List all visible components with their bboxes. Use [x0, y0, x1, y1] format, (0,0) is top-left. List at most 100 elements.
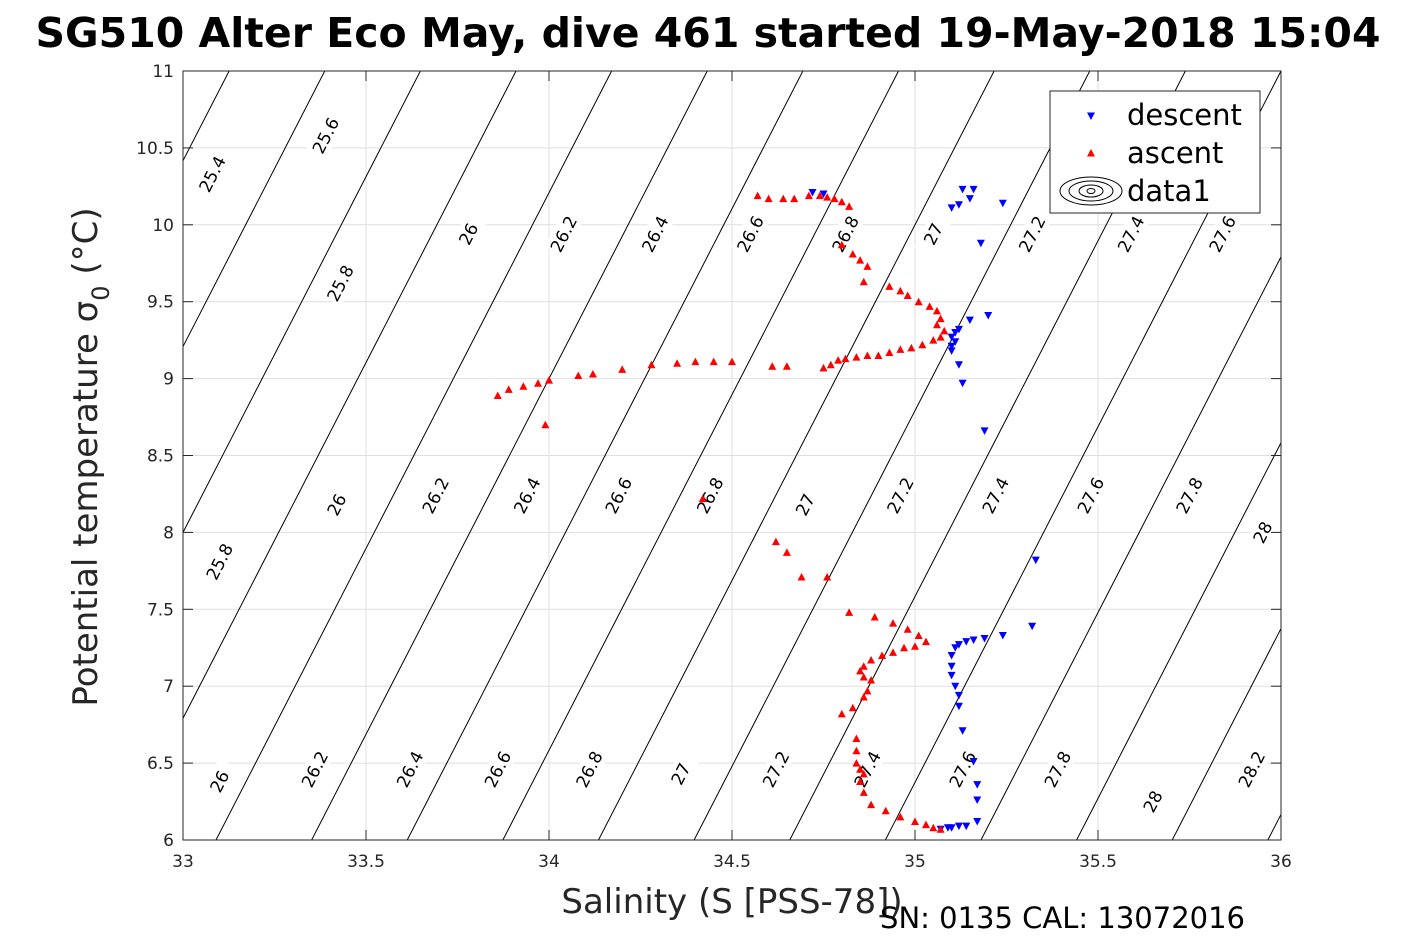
legend-entry-data1: data1	[1127, 174, 1211, 208]
ascent-marker	[936, 825, 945, 833]
descent-marker	[947, 333, 956, 342]
contour-label-background	[200, 758, 239, 805]
contour-label-background	[731, 211, 770, 257]
x-tick-label: 34.5	[713, 852, 751, 872]
legend: descent ascent data1	[1049, 90, 1261, 214]
density-contour-line	[406, 71, 804, 840]
ascent-marker	[837, 240, 846, 249]
ascent-marker	[911, 817, 919, 826]
ascent-marker	[574, 371, 583, 380]
ascent-marker	[852, 759, 861, 767]
ascent-marker	[852, 353, 861, 361]
ascent-marker	[782, 548, 791, 556]
y-axis-label-unit: (°C)	[66, 207, 106, 285]
y-tick-label: 8	[163, 523, 174, 543]
density-contour-line	[597, 71, 995, 840]
y-tick-label: 8.5	[147, 447, 174, 467]
ascent-marker	[845, 608, 854, 616]
ascent-marker	[885, 348, 894, 356]
ascent-marker	[519, 382, 528, 390]
y-axis-label-subscript: 0	[87, 285, 115, 300]
ascent-marker	[764, 194, 773, 203]
ascent-marker	[852, 746, 861, 755]
ascent-marker	[921, 637, 930, 646]
contour-label-background	[786, 481, 825, 528]
contour-label-background	[295, 746, 334, 793]
ascent-marker	[647, 360, 656, 369]
ascent-marker	[709, 357, 718, 366]
y-tick-label: 10.5	[136, 139, 174, 159]
descent-marker	[947, 662, 956, 671]
ascent-marker	[859, 769, 868, 778]
legend-box	[1049, 90, 1261, 214]
ascent-marker	[826, 360, 835, 369]
ascent-marker	[859, 672, 868, 681]
x-tick-label: 34	[538, 852, 560, 872]
ascent-marker	[856, 765, 865, 773]
density-contour-line	[311, 71, 708, 840]
ascent-marker	[728, 357, 736, 366]
descent-marker	[1028, 622, 1037, 631]
descent-marker	[954, 361, 963, 369]
contour-label-background	[636, 211, 675, 257]
legend-contour-icon	[1086, 188, 1096, 194]
ascent-marker	[878, 651, 887, 659]
ascent-marker	[859, 788, 868, 796]
ascent-marker	[867, 800, 876, 809]
density-contour-line	[215, 71, 613, 840]
contour-label-background	[914, 211, 953, 257]
ascent-marker	[588, 369, 597, 378]
ascent-marker	[863, 686, 872, 695]
descent-marker	[969, 636, 978, 645]
y-tick-label: 9	[163, 370, 174, 390]
contour-label-background	[306, 112, 345, 159]
legend-contour-icon	[1068, 180, 1114, 202]
ascent-marker	[534, 379, 543, 387]
ascent-marker	[918, 340, 927, 349]
ascent-marker	[867, 656, 876, 664]
density-contour-line	[693, 71, 1091, 840]
ascent-marker	[504, 385, 513, 393]
x-axis-label: Salinity (S [PSS-78])	[561, 882, 902, 922]
contour-label-background	[1013, 211, 1052, 257]
descent-marker	[943, 824, 952, 832]
contour-label-background	[416, 472, 455, 519]
density-contour-line	[183, 71, 517, 720]
descent-marker	[969, 758, 978, 766]
ascent-marker	[896, 345, 905, 353]
descent-marker	[998, 631, 1007, 640]
ascent-marker	[859, 662, 868, 670]
ascent-marker	[863, 262, 872, 270]
ascent-marker	[845, 202, 854, 210]
ascent-marker	[823, 193, 832, 201]
ascent-marker	[859, 277, 868, 286]
descent-marker	[947, 671, 956, 680]
descent-marker	[965, 316, 974, 325]
density-contour-line	[183, 71, 326, 348]
ascent-marker	[545, 376, 553, 384]
legend-ascent-marker-icon	[1087, 149, 1095, 157]
descent-marker	[954, 702, 963, 711]
density-contour-line	[183, 71, 421, 534]
contour-label-background	[691, 472, 729, 519]
ascent-marker	[856, 256, 865, 264]
ascent-marker	[848, 703, 857, 712]
descent-marker	[954, 691, 963, 700]
descent-marker	[951, 328, 960, 337]
ascent-marker	[914, 631, 923, 639]
x-tick-label: 36	[1270, 852, 1292, 872]
data-points	[493, 185, 1040, 834]
ascent-marker	[870, 612, 879, 621]
descent-marker	[954, 201, 963, 209]
y-axis-label-main: Potential temperature σ	[66, 301, 106, 707]
descent-marker	[973, 796, 982, 805]
contour-label-background	[943, 746, 982, 793]
descent-marker	[980, 427, 989, 435]
ascent-marker	[768, 362, 777, 370]
ascent-marker	[493, 391, 502, 400]
ascent-marker	[903, 625, 912, 633]
contour-label-background	[390, 746, 429, 793]
y-tick-label: 6.5	[147, 754, 174, 774]
ascent-marker	[797, 573, 806, 581]
descent-marker	[954, 822, 963, 831]
